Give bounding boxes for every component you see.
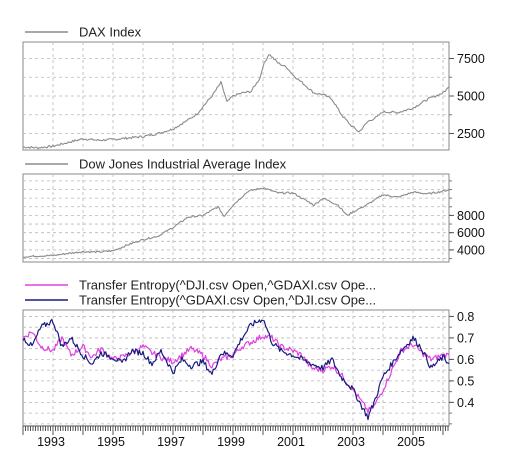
y-tick-label: 0.5 [457, 374, 474, 388]
y-tick-label: 2500 [457, 127, 485, 141]
x-tick-label: 2005 [397, 435, 425, 449]
y-tick-label: 8000 [457, 209, 485, 223]
x-tick-label: 2001 [277, 435, 305, 449]
series-line [22, 187, 450, 259]
x-tick-label: 2003 [337, 435, 365, 449]
y-tick-label: 0.6 [457, 353, 474, 367]
y-tick-label: 7500 [457, 52, 485, 66]
y-tick-label: 5000 [457, 90, 485, 104]
legend-label: Transfer Entropy(^GDAXI.csv Open,^DJI.cs… [79, 293, 376, 308]
dow-jones-panel: 4000 6000 8000 Dow Jones Industrial Average… [22, 157, 485, 263]
series-line [22, 54, 450, 150]
legend-label: DAX Index [79, 25, 142, 40]
y-tick-label: 6000 [457, 226, 485, 240]
transfer-entropy-panel: 0.4 0.5 0.6 0.7 0.8 Transfer Entropy(^DJI.csv… [22, 278, 474, 427]
legend-label: Transfer Entropy(^DJI.csv Open,^GDAXI.cs… [79, 278, 376, 293]
plot-frame [22, 309, 450, 427]
dax-panel: 2500 5000 7500 DAX Index [22, 25, 485, 151]
x-tick-label: 1997 [157, 435, 185, 449]
x-axis: 1993 1995 1997 1999 2001 2003 2005 [22, 425, 449, 449]
series-line [22, 318, 450, 421]
x-tick-label: 1993 [37, 435, 65, 449]
legend-label: Dow Jones Industrial Average Index [79, 157, 287, 172]
y-tick-label: 4000 [457, 243, 485, 257]
x-tick-label: 1999 [217, 435, 245, 449]
y-tick-label: 0.7 [457, 331, 474, 345]
y-tick-label: 0.8 [457, 310, 474, 324]
x-tick-label: 1995 [97, 435, 125, 449]
y-tick-label: 0.4 [457, 396, 474, 410]
series-line [22, 331, 450, 414]
plot-frame [22, 173, 450, 263]
